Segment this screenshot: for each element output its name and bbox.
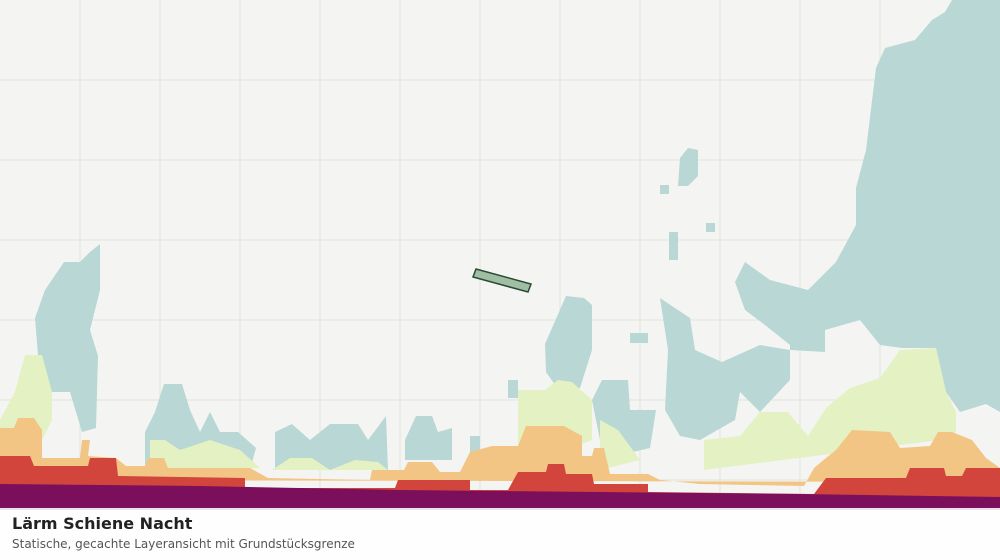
map-subtitle: Statische, gecachte Layeransicht mit Gru…	[12, 537, 355, 551]
caption-panel: Lärm Schiene Nacht Statische, gecachte L…	[0, 508, 1000, 560]
parcel-boundary	[472, 268, 532, 293]
noise-zone-mid	[0, 418, 1000, 486]
map-title: Lärm Schiene Nacht	[12, 514, 193, 533]
noise-zone-highest	[0, 484, 1000, 510]
